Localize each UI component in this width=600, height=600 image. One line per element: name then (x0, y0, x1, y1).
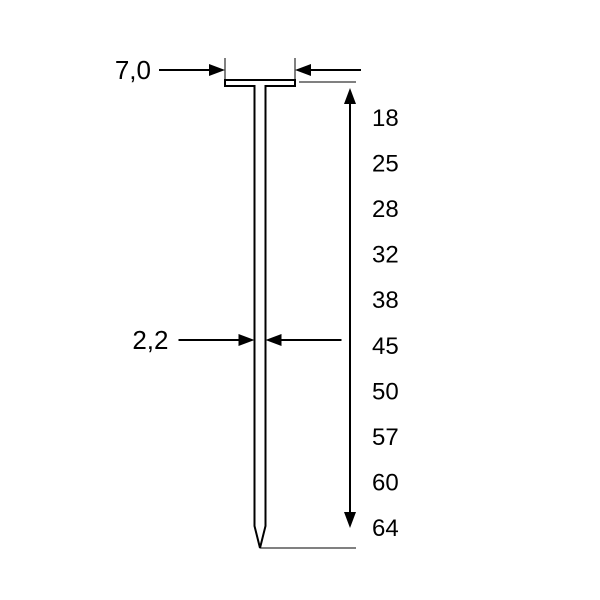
shank-width-label: 2,2 (132, 325, 168, 355)
length-value: 50 (372, 378, 399, 405)
head-width-label: 7,0 (115, 55, 151, 85)
nail-outline (225, 80, 295, 548)
length-value: 60 (372, 469, 399, 496)
length-value: 57 (372, 424, 399, 451)
length-value: 28 (372, 196, 399, 223)
length-value: 45 (372, 333, 399, 360)
nail-dimension-diagram: 7,0 2,2 18 25 28 32 38 45 50 57 60 64 (0, 0, 600, 600)
length-value: 64 (372, 515, 399, 542)
length-value: 18 (372, 105, 399, 132)
length-value: 25 (372, 151, 399, 178)
length-value: 32 (372, 242, 399, 269)
length-value: 38 (372, 287, 399, 314)
